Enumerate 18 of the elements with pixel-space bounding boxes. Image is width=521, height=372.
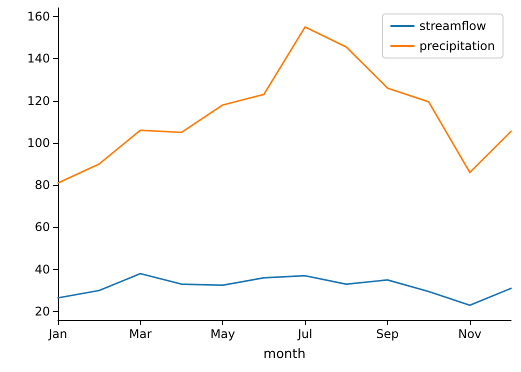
x-tick-label: Jul xyxy=(296,327,312,341)
x-tick-label: Nov xyxy=(458,327,482,341)
y-tick-label: 40 xyxy=(34,262,50,276)
y-tick-label: 160 xyxy=(27,9,50,24)
line-series xyxy=(57,272,512,306)
y-tick-label: 140 xyxy=(27,52,50,66)
x-tick-label: May xyxy=(210,327,236,341)
y-tick-label: 80 xyxy=(34,178,50,192)
x-tick-label: Jan xyxy=(48,327,68,341)
x-axis-title: month xyxy=(263,347,306,362)
x-tick-label: Sep xyxy=(376,327,399,341)
legend-label: precipitation xyxy=(419,39,496,53)
y-tick-label: 60 xyxy=(34,220,50,234)
y-tick-label: 100 xyxy=(27,136,50,150)
x-tick-label: Mar xyxy=(129,327,152,341)
y-tick-label: 20 xyxy=(34,304,50,319)
legend-label: streamflow xyxy=(419,19,486,33)
y-tick-label: 120 xyxy=(27,94,50,108)
